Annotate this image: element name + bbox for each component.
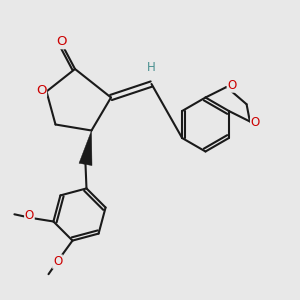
Text: O: O: [251, 116, 260, 130]
Text: O: O: [36, 83, 46, 97]
Text: O: O: [53, 255, 62, 268]
Text: O: O: [56, 35, 67, 49]
Text: O: O: [227, 79, 236, 92]
Text: O: O: [25, 209, 34, 222]
Text: H: H: [147, 61, 156, 74]
Polygon shape: [79, 130, 92, 166]
